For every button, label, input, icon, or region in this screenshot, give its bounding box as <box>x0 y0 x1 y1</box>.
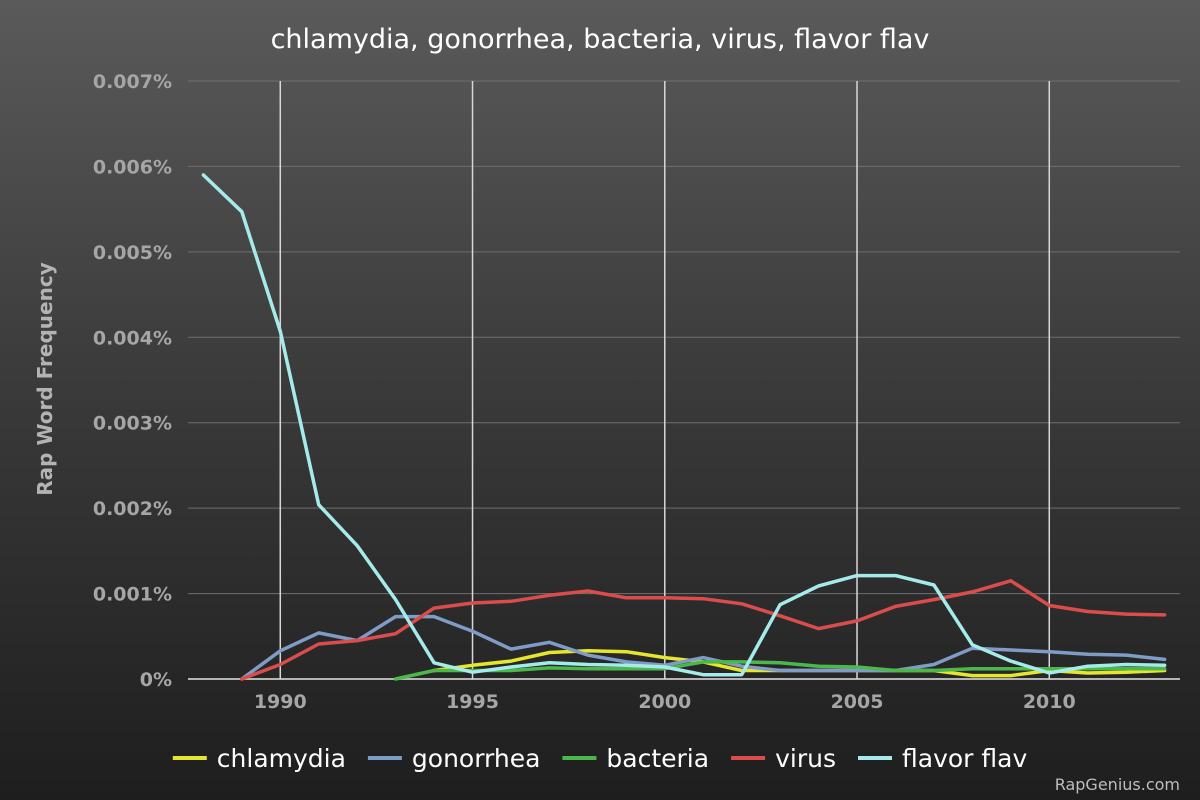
series-line-gonorrhea <box>240 614 1167 681</box>
legend-label: flavor flav <box>902 744 1027 773</box>
legend-item: virus <box>731 744 836 773</box>
series-line-flavor-flav <box>201 173 1167 677</box>
x-tick-label: 2000 <box>638 691 691 713</box>
y-tick-label: 0.002% <box>93 498 172 520</box>
y-axis-label: Rap Word Frequency <box>33 262 57 495</box>
chart-title: chlamydia, gonorrhea, bacteria, virus, f… <box>271 24 930 55</box>
y-tick-label: 0% <box>140 669 172 691</box>
y-tick-label: 0.003% <box>93 413 172 435</box>
legend-label: bacteria <box>606 744 709 773</box>
x-tick-label: 2010 <box>1023 691 1076 713</box>
series-line-virus <box>240 579 1167 681</box>
legend: chlamydia gonorrhea bacteria virus flavor fl… <box>172 744 1027 773</box>
grid-lines <box>188 80 1180 680</box>
x-tick-label: 1995 <box>446 691 499 713</box>
y-tick-label: 0.001% <box>93 584 172 606</box>
legend-item: flavor flav <box>858 744 1027 773</box>
watermark: RapGenius.com <box>1055 775 1180 794</box>
y-tick-label: 0.006% <box>93 156 172 178</box>
legend-label: gonorrhea <box>412 744 541 773</box>
x-tick-label: 1990 <box>254 691 307 713</box>
x-tick-label: 2005 <box>831 691 884 713</box>
legend-item: chlamydia <box>172 744 346 773</box>
y-tick-label: 0.004% <box>93 327 172 349</box>
series-lines <box>201 173 1167 681</box>
legend-label: chlamydia <box>217 744 346 773</box>
y-tick-label: 0.007% <box>93 71 172 93</box>
legend-label: virus <box>775 744 836 773</box>
axis-ticks: 0% 0.001% 0.002% 0.003% 0.004% 0.005% 0.006% 0.… <box>93 71 1076 713</box>
y-tick-label: 0.005% <box>93 242 172 264</box>
legend-item: gonorrhea <box>367 744 541 773</box>
legend-item: bacteria <box>562 744 709 773</box>
